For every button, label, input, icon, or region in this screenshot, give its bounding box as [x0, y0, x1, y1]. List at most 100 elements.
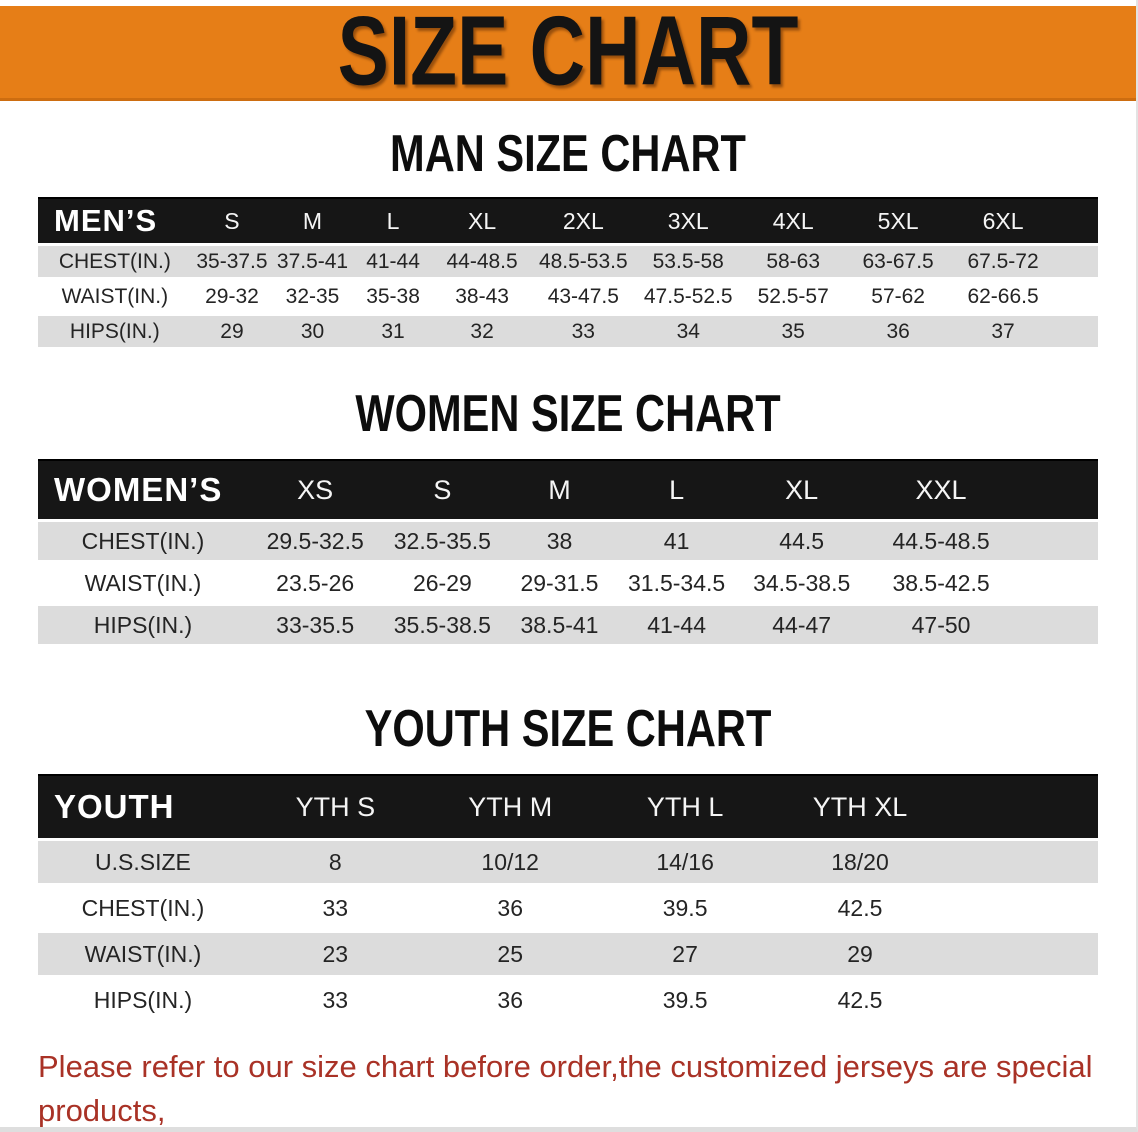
women-col-header: XL — [736, 459, 867, 522]
men-col-header: 4XL — [740, 197, 846, 246]
row-label: CHEST(IN.) — [38, 246, 192, 281]
size-cell: 36 — [422, 887, 598, 933]
men-waist-row: WAIST(IN.) 29-32 32-35 35-38 38-43 43-47… — [38, 281, 1098, 316]
banner-title: SIZE CHART — [337, 6, 799, 101]
cell-spacer — [947, 979, 1098, 1025]
size-cell: 44.5-48.5 — [866, 522, 1016, 564]
men-hips-row: HIPS(IN.) 29 30 31 32 33 34 35 36 37 — [38, 316, 1098, 351]
women-col-header: XS — [247, 459, 383, 522]
size-cell: 67.5-72 — [950, 246, 1056, 281]
size-cell: 62-66.5 — [950, 281, 1056, 316]
women-col-header: S — [382, 459, 503, 522]
size-cell: 34.5-38.5 — [736, 564, 867, 606]
size-cell: 32 — [433, 316, 531, 351]
men-col-header: M — [272, 197, 353, 246]
size-cell: 39.5 — [597, 979, 773, 1025]
women-section-heading: WOMEN SIZE CHART — [355, 385, 781, 443]
size-cell: 58-63 — [740, 246, 846, 281]
youth-col-header: YTH L — [597, 774, 773, 841]
cell-spacer — [947, 933, 1098, 979]
size-cell: 33 — [247, 979, 423, 1025]
size-cell: 48.5-53.5 — [530, 246, 636, 281]
women-chest-row: CHEST(IN.) 29.5-32.5 32.5-35.5 38 41 44.… — [38, 522, 1098, 564]
size-cell: 30 — [272, 316, 353, 351]
women-header-row: WOMEN’S XS S M L XL XXL — [38, 459, 1098, 522]
cell-spacer — [1055, 246, 1098, 281]
size-cell: 47.5-52.5 — [635, 281, 741, 316]
size-cell: 33-35.5 — [247, 606, 383, 648]
size-cell: 32.5-35.5 — [382, 522, 503, 564]
youth-col-header: YTH XL — [772, 774, 948, 841]
size-cell: 14/16 — [597, 841, 773, 887]
row-label: U.S.SIZE — [38, 841, 248, 887]
cell-spacer — [947, 887, 1098, 933]
size-cell: 41-44 — [352, 246, 434, 281]
size-cell: 44.5 — [736, 522, 867, 564]
size-cell: 41 — [616, 522, 737, 564]
size-cell: 43-47.5 — [530, 281, 636, 316]
youth-header-label: YOUTH — [38, 774, 248, 841]
cell-spacer — [1055, 316, 1098, 351]
size-cell: 25 — [422, 933, 598, 979]
men-col-header: S — [191, 197, 273, 246]
youth-size-table: YOUTH YTH S YTH M YTH L YTH XL U.S.SIZE … — [38, 774, 1098, 1025]
size-cell: 63-67.5 — [845, 246, 951, 281]
women-header-label: WOMEN’S — [38, 459, 248, 522]
size-cell: 27 — [597, 933, 773, 979]
cell-spacer — [1015, 564, 1098, 606]
size-cell: 39.5 — [597, 887, 773, 933]
size-cell: 29-31.5 — [502, 564, 617, 606]
row-label: HIPS(IN.) — [38, 316, 192, 351]
cell-spacer — [1015, 522, 1098, 564]
youth-col-header: YTH M — [422, 774, 598, 841]
size-cell: 8 — [247, 841, 423, 887]
men-size-table: MEN’S S M L XL 2XL 3XL 4XL 5XL 6XL CHEST… — [38, 197, 1098, 351]
size-cell: 37 — [950, 316, 1056, 351]
header-spacer — [1015, 459, 1098, 522]
men-col-header: XL — [433, 197, 531, 246]
youth-header-row: YOUTH YTH S YTH M YTH L YTH XL — [38, 774, 1098, 841]
size-cell: 38.5-42.5 — [866, 564, 1016, 606]
size-cell: 29.5-32.5 — [247, 522, 383, 564]
women-size-table: WOMEN’S XS S M L XL XXL CHEST(IN.) 29.5-… — [38, 459, 1098, 648]
size-cell: 35.5-38.5 — [382, 606, 503, 648]
header-spacer — [947, 774, 1098, 841]
size-cell: 53.5-58 — [635, 246, 741, 281]
size-cell: 44-47 — [736, 606, 867, 648]
cell-spacer — [947, 841, 1098, 887]
size-cell: 23 — [247, 933, 423, 979]
size-cell: 33 — [247, 887, 423, 933]
women-waist-row: WAIST(IN.) 23.5-26 26-29 29-31.5 31.5-34… — [38, 564, 1098, 606]
women-col-header: XXL — [866, 459, 1016, 522]
size-cell: 32-35 — [272, 281, 353, 316]
size-cell: 35-37.5 — [191, 246, 273, 281]
size-cell: 31 — [352, 316, 434, 351]
size-cell: 44-48.5 — [433, 246, 531, 281]
youth-hips-row: HIPS(IN.) 33 36 39.5 42.5 — [38, 979, 1098, 1025]
row-label: CHEST(IN.) — [38, 887, 248, 933]
row-label: HIPS(IN.) — [38, 606, 248, 648]
size-cell: 34 — [635, 316, 741, 351]
banner: SIZE CHART — [0, 6, 1136, 101]
men-chest-row: CHEST(IN.) 35-37.5 37.5-41 41-44 44-48.5… — [38, 246, 1098, 281]
disclaimer-line-1: Please refer to our size chart before or… — [38, 1049, 1093, 1128]
size-cell: 29 — [191, 316, 273, 351]
size-cell: 35 — [740, 316, 846, 351]
women-hips-row: HIPS(IN.) 33-35.5 35.5-38.5 38.5-41 41-4… — [38, 606, 1098, 648]
row-label: WAIST(IN.) — [38, 933, 248, 979]
men-col-header: 6XL — [950, 197, 1056, 246]
size-cell: 36 — [845, 316, 951, 351]
row-label: HIPS(IN.) — [38, 979, 248, 1025]
size-cell: 42.5 — [772, 979, 948, 1025]
size-cell: 38-43 — [433, 281, 531, 316]
youth-ussize-row: U.S.SIZE 8 10/12 14/16 18/20 — [38, 841, 1098, 887]
men-section-heading: MAN SIZE CHART — [390, 125, 746, 183]
size-cell: 10/12 — [422, 841, 598, 887]
size-cell: 38.5-41 — [502, 606, 617, 648]
size-cell: 23.5-26 — [247, 564, 383, 606]
size-cell: 33 — [530, 316, 636, 351]
size-cell: 47-50 — [866, 606, 1016, 648]
size-cell: 42.5 — [772, 887, 948, 933]
cell-spacer — [1055, 281, 1098, 316]
